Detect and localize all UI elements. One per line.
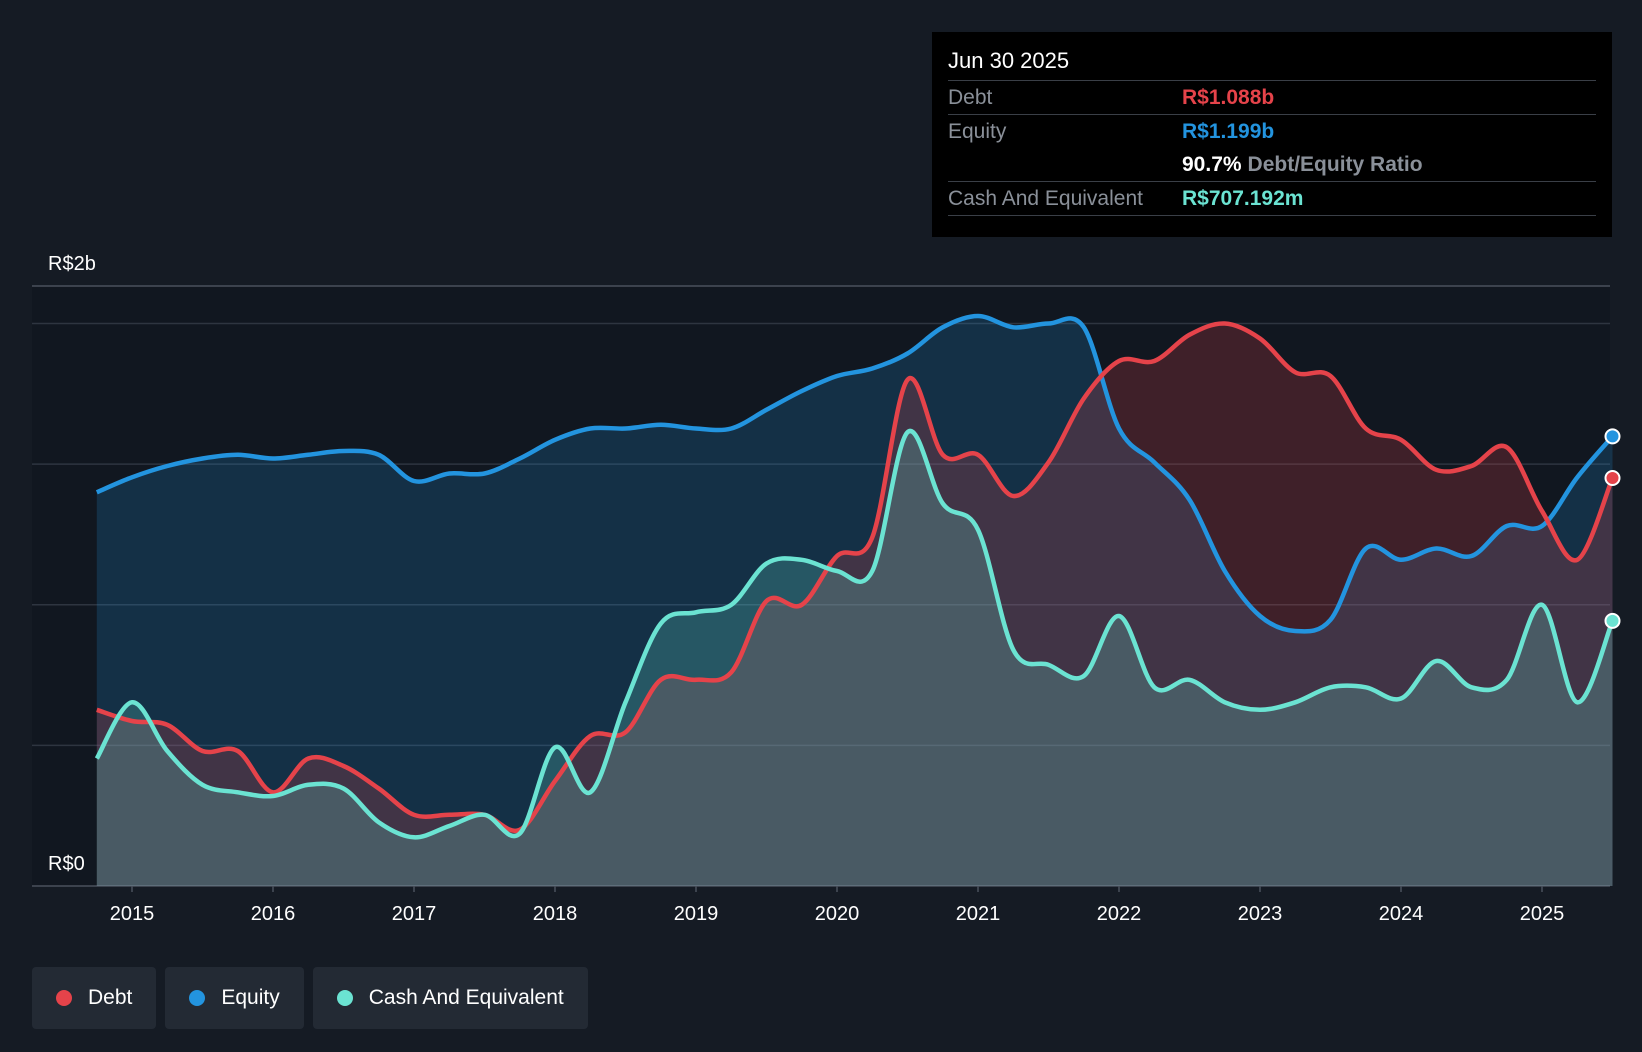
tooltip-row-debt: Debt R$1.088b bbox=[948, 80, 1596, 114]
x-axis-ticks: 2015 2016 2017 2018 2019 2020 2021 2022 2023 2024… bbox=[110, 886, 1565, 925]
cash-and-equivalent-area bbox=[96, 431, 1613, 886]
x-tick-label: 2015 bbox=[110, 903, 155, 925]
equity-area bbox=[96, 316, 1613, 886]
debt-dot-icon bbox=[56, 990, 72, 1006]
chart-legend: Debt Equity Cash And Equivalent bbox=[32, 967, 588, 1029]
chart-lines bbox=[94, 313, 1615, 840]
legend-item-debt[interactable]: Debt bbox=[32, 967, 157, 1029]
tooltip-row-equity: Equity R$1.199b bbox=[948, 114, 1596, 148]
tooltip-equity-value: R$1.199b bbox=[1182, 119, 1275, 143]
x-tick-label: 2022 bbox=[1097, 903, 1142, 925]
tooltip-panel: Jun 30 2025 Debt R$1.088b Equity R$1.199… bbox=[932, 32, 1612, 237]
cash-and-equivalent-line bbox=[94, 428, 1615, 840]
x-tick-label: 2021 bbox=[956, 903, 1001, 925]
legend-item-equity[interactable]: Equity bbox=[165, 967, 304, 1029]
tooltip-cash-value: R$707.192m bbox=[1182, 186, 1304, 210]
cash-dot-icon bbox=[336, 990, 353, 1006]
x-tick-label: 2016 bbox=[251, 903, 296, 925]
tooltip-row-ratio: 90.7% Debt/Equity Ratio bbox=[948, 148, 1596, 181]
debt-end-marker bbox=[1604, 470, 1621, 486]
x-tick-label: 2024 bbox=[1379, 903, 1424, 925]
tooltip-equity-label: Equity bbox=[948, 119, 1007, 143]
chart-end-markers bbox=[1604, 428, 1621, 629]
legend-item-cash[interactable]: Cash And Equivalent bbox=[312, 967, 588, 1029]
x-tick-label: 2018 bbox=[533, 903, 578, 925]
legend-debt-label: Debt bbox=[88, 986, 133, 1009]
equity-line bbox=[95, 313, 1615, 634]
x-tick-label: 2023 bbox=[1238, 903, 1283, 925]
equity-dot-icon bbox=[189, 990, 206, 1006]
debt-line bbox=[96, 321, 1615, 834]
cash-and-equivalent-end-marker bbox=[1604, 612, 1621, 629]
tooltip-ratio-value: 90.7% bbox=[1182, 152, 1242, 176]
x-tick-label: 2020 bbox=[815, 903, 860, 925]
tooltip-date: Jun 30 2025 bbox=[948, 48, 1070, 73]
y-axis-min-label: R$0 bbox=[48, 853, 85, 875]
tooltip-ratio-label: Debt/Equity Ratio bbox=[1247, 152, 1423, 176]
legend-cash-label: Cash And Equivalent bbox=[368, 986, 564, 1009]
debt-area bbox=[96, 323, 1613, 886]
tooltip-row-cash: Cash And Equivalent R$707.192m bbox=[948, 181, 1596, 216]
y-axis-max-label: R$2b bbox=[48, 253, 96, 275]
chart-areas bbox=[96, 316, 1613, 886]
equity-end-marker bbox=[1604, 428, 1621, 445]
tooltip-debt-label: Debt bbox=[948, 85, 993, 109]
x-tick-label: 2017 bbox=[392, 903, 437, 925]
legend-equity-label: Equity bbox=[221, 986, 280, 1009]
x-tick-label: 2025 bbox=[1520, 903, 1565, 925]
tooltip-debt-value: R$1.088b bbox=[1182, 85, 1275, 109]
tooltip-cash-label: Cash And Equivalent bbox=[948, 186, 1143, 210]
x-tick-label: 2019 bbox=[674, 903, 719, 925]
